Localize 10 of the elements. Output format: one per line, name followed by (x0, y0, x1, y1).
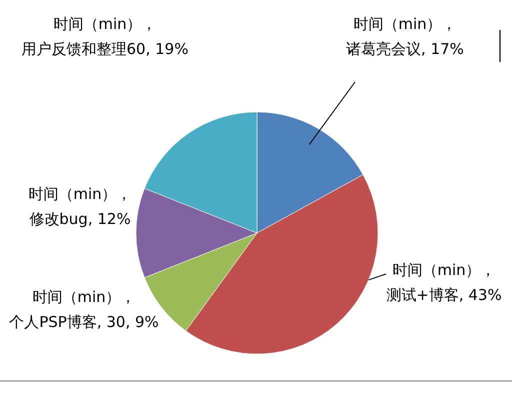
slice-label: 时间（min）， (28, 185, 132, 203)
slice-label: 诸葛亮会议, 17% (346, 40, 464, 58)
slice-label: 修改bug, 12% (29, 210, 131, 228)
text: 时间（min）， (392, 261, 496, 279)
slice-label: 测试+博客, 43% (386, 286, 502, 304)
slice-label: 用户反馈和整理60, 19% (22, 40, 188, 58)
text: 时间（min）， (353, 15, 457, 33)
text: 时间（min）， (53, 15, 157, 33)
slice-label: 个人PSP博客, 30, 9% (9, 313, 159, 331)
text: 时间（min）， (32, 288, 136, 306)
